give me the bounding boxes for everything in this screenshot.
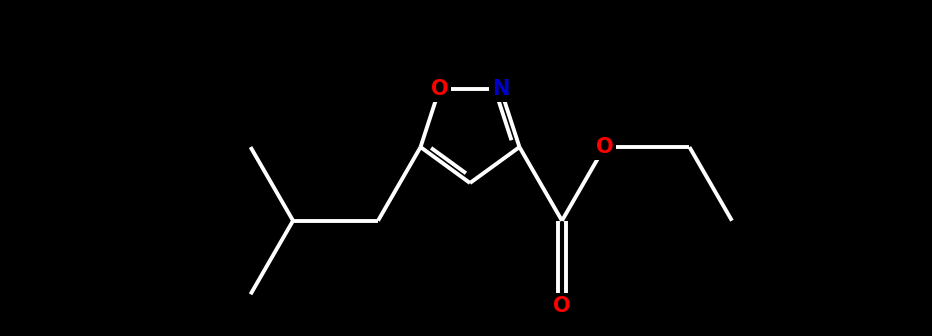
Text: O: O [596,137,613,157]
Text: O: O [431,79,448,99]
Text: N: N [492,79,509,99]
Text: O: O [554,296,570,316]
